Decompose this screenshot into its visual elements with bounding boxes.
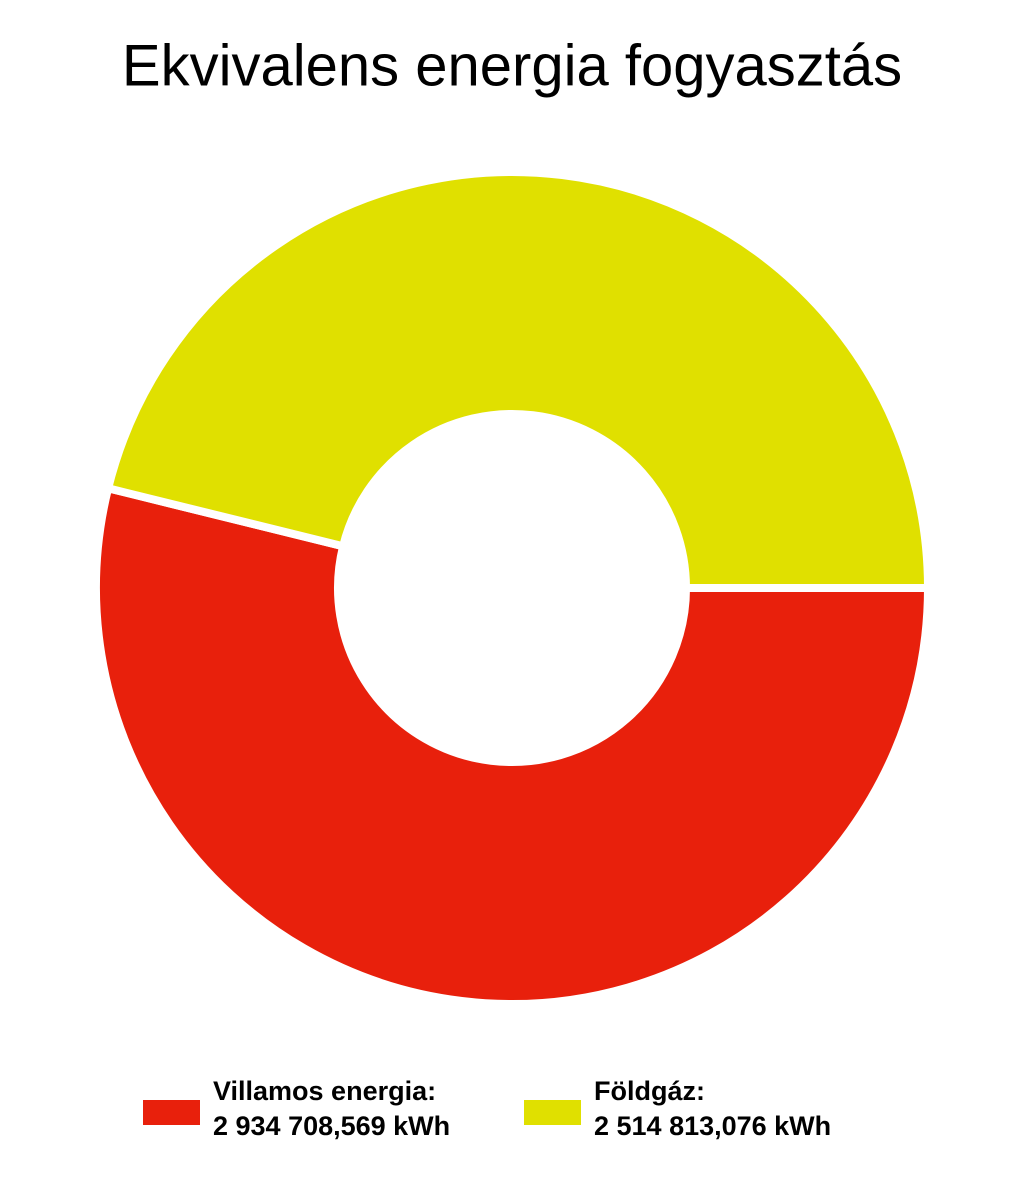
legend-label: Földgáz: [594, 1076, 705, 1106]
donut-slice [103, 168, 933, 592]
chart-title: Ekvivalens energia fogyasztás [122, 33, 902, 98]
legend-value: 2 514 813,076 kWh [594, 1111, 831, 1141]
legend-label: Villamos energia: [213, 1076, 436, 1106]
legend-swatch [143, 1100, 200, 1125]
legend-swatch [524, 1100, 581, 1125]
donut-slice [92, 483, 933, 1008]
legend-value: 2 934 708,569 kWh [213, 1111, 450, 1141]
